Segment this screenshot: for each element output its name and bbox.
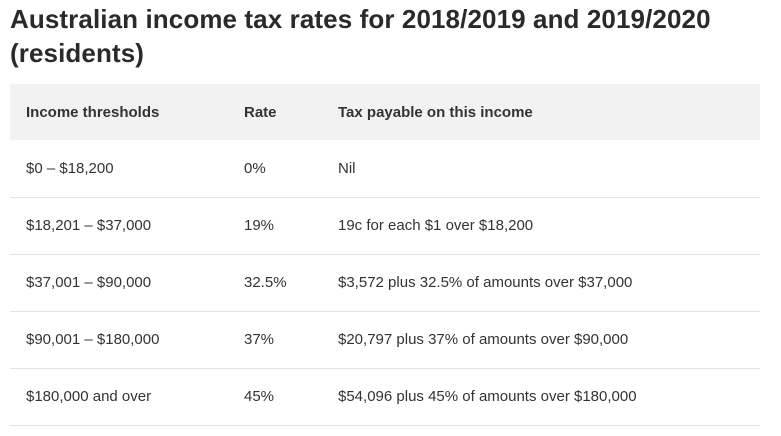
cell-income-threshold: $180,000 and over [26,388,152,405]
cell-income-threshold: $0 – $18,200 [26,159,114,177]
table-row: $0 – $18,200 0% Nil [10,140,760,197]
table-row: $18,201 – $37,000 19% 19c for each $1 ov… [10,197,760,254]
cell-income-threshold: $37,001 – $90,000 [26,274,152,291]
cell-rate: 32.5% [244,274,287,291]
table-row: $37,001 – $90,000 32.5% $3,572 plus 32.5… [10,254,760,311]
table-header: Income thresholds Rate Tax payable on th… [10,84,760,140]
cell-tax-payable: $20,797 plus 37% of amounts over $90,000 [338,331,629,348]
cell-tax-payable: $54,096 plus 45% of amounts over $180,00… [338,388,637,405]
tax-rates-table: Income thresholds Rate Tax payable on th… [10,84,760,426]
table-row: $90,001 – $180,000 37% $20,797 plus 37% … [10,311,760,368]
header-income-thresholds: Income thresholds [26,103,160,121]
cell-income-threshold: $90,001 – $180,000 [26,331,160,348]
cell-rate: 45% [244,388,275,405]
table-row: $180,000 and over 45% $54,096 plus 45% o… [10,368,760,425]
cell-income-threshold: $18,201 – $37,000 [26,217,152,234]
cell-tax-payable: 19c for each $1 over $18,200 [338,217,534,234]
header-tax-payable: Tax payable on this income [338,103,533,121]
page-title: Australian income tax rates for 2018/201… [10,4,711,68]
table-header-row: Income thresholds Rate Tax payable on th… [10,84,760,140]
header-rate: Rate [244,103,277,121]
cell-rate: 0% [244,159,266,177]
cell-rate: 19% [244,217,275,234]
cell-tax-payable: $3,572 plus 32.5% of amounts over $37,00… [338,274,633,291]
table-body: $0 – $18,200 0% Nil $18,201 – $37,000 19… [10,140,760,425]
cell-rate: 37% [244,331,275,348]
cell-tax-payable: Nil [338,159,356,177]
